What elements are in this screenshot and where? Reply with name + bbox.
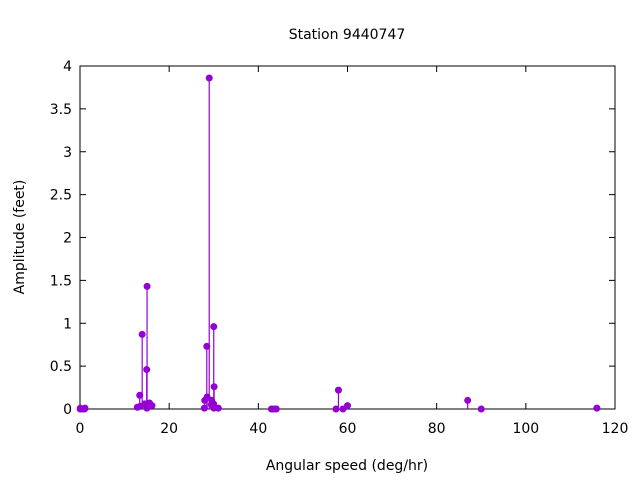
data-point — [344, 402, 351, 410]
data-point — [148, 402, 156, 410]
y-tick-label: 2.5 — [50, 188, 72, 204]
data-point — [334, 386, 342, 394]
data-point — [210, 323, 218, 331]
y-axis-label: Amplitude (feet) — [12, 180, 28, 295]
data-point — [477, 405, 485, 413]
data-point — [272, 405, 280, 413]
x-tick-label: 20 — [160, 421, 178, 437]
data-point — [214, 404, 222, 412]
data-point — [203, 342, 211, 350]
x-axis-label: Angular speed (deg/hr) — [266, 458, 428, 474]
y-tick-label: 2 — [63, 231, 72, 247]
y-tick-label: 1.5 — [50, 273, 72, 289]
y-tick-label: 3.5 — [50, 102, 72, 118]
plot-frame — [79, 65, 616, 410]
data-point — [205, 74, 213, 82]
x-tick-label: 60 — [339, 421, 357, 437]
data-point — [143, 282, 151, 290]
y-tick-label: 4 — [63, 59, 72, 75]
x-tick-label: 0 — [76, 421, 85, 437]
data-point — [210, 383, 218, 391]
data-point — [136, 391, 144, 399]
x-tick-label: 80 — [428, 421, 446, 437]
data-point — [81, 404, 89, 412]
data-point — [138, 330, 146, 338]
x-tick-label: 120 — [602, 421, 629, 437]
y-tick-label: 1 — [63, 316, 72, 332]
x-tick-label: 40 — [249, 421, 267, 437]
chart-title: Station 9440747 — [289, 27, 406, 43]
data-point — [464, 396, 472, 404]
y-tick-label: 0 — [63, 402, 72, 418]
y-tick-label: 3 — [63, 145, 72, 161]
data-point — [593, 404, 601, 412]
y-tick-label: 0.5 — [50, 359, 72, 375]
data-point — [332, 405, 340, 413]
x-tick-label: 100 — [512, 421, 539, 437]
